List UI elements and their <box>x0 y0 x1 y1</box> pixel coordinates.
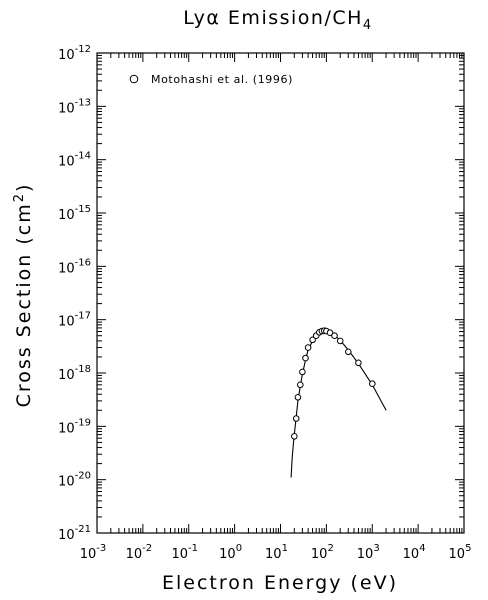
x-tick-label: 104 <box>403 543 426 562</box>
data-point <box>345 348 352 356</box>
legend-marker-circle <box>129 74 139 84</box>
y-tick-label: 10-19 <box>58 417 91 436</box>
y-tick-label: 10-20 <box>58 471 91 490</box>
data-point <box>297 381 304 389</box>
y-tick-label: 10-14 <box>58 151 91 170</box>
y-tick-label: 10-18 <box>58 364 91 383</box>
x-tick-label: 10-2 <box>126 543 153 562</box>
data-point <box>369 380 376 388</box>
y-tick-label: 10-13 <box>58 97 91 116</box>
x-tick-label: 103 <box>357 543 380 562</box>
y-tick-label: 10-16 <box>58 257 91 276</box>
y-tick-label: 10-21 <box>58 524 91 543</box>
data-point <box>355 359 362 367</box>
data-point <box>292 415 300 422</box>
x-tick-label: 100 <box>219 543 242 562</box>
data-point <box>294 394 302 401</box>
data-point <box>331 332 338 340</box>
data-point <box>291 433 298 440</box>
y-tick-label: 10-15 <box>58 204 91 223</box>
x-tick-label: 10-3 <box>80 543 107 562</box>
data-point <box>299 368 306 376</box>
axis-ticks <box>96 52 465 534</box>
legend-label: Motohashi et al. (1996) <box>151 73 293 86</box>
data-point <box>326 329 334 337</box>
y-tick-label: 10-17 <box>58 311 91 330</box>
data-point <box>302 354 309 362</box>
x-tick-label: 102 <box>311 543 334 562</box>
x-axis-label: Electron Energy (eV) <box>162 572 398 594</box>
legend: Motohashi et al. (1996) <box>129 73 293 86</box>
y-axis-label: Cross Section (cm2) <box>12 183 35 408</box>
chart-title: Lyα Emission/CH4 <box>183 7 372 33</box>
x-tick-label: 105 <box>449 543 472 562</box>
data-point <box>309 336 316 344</box>
data-point <box>304 344 312 351</box>
y-tick-labels: 10-21 10-20 10-19 10-18 10-17 10-16 10-15 10-14… <box>58 44 91 543</box>
data-point <box>336 337 344 345</box>
y-tick-label: 10-12 <box>58 44 91 63</box>
data-points <box>291 327 376 440</box>
x-tick-label: 10-1 <box>171 543 198 562</box>
x-tick-label: 101 <box>265 543 288 562</box>
x-tick-labels: 10-3 10-2 10-1 100 101 102 103 104 105 <box>80 543 472 562</box>
